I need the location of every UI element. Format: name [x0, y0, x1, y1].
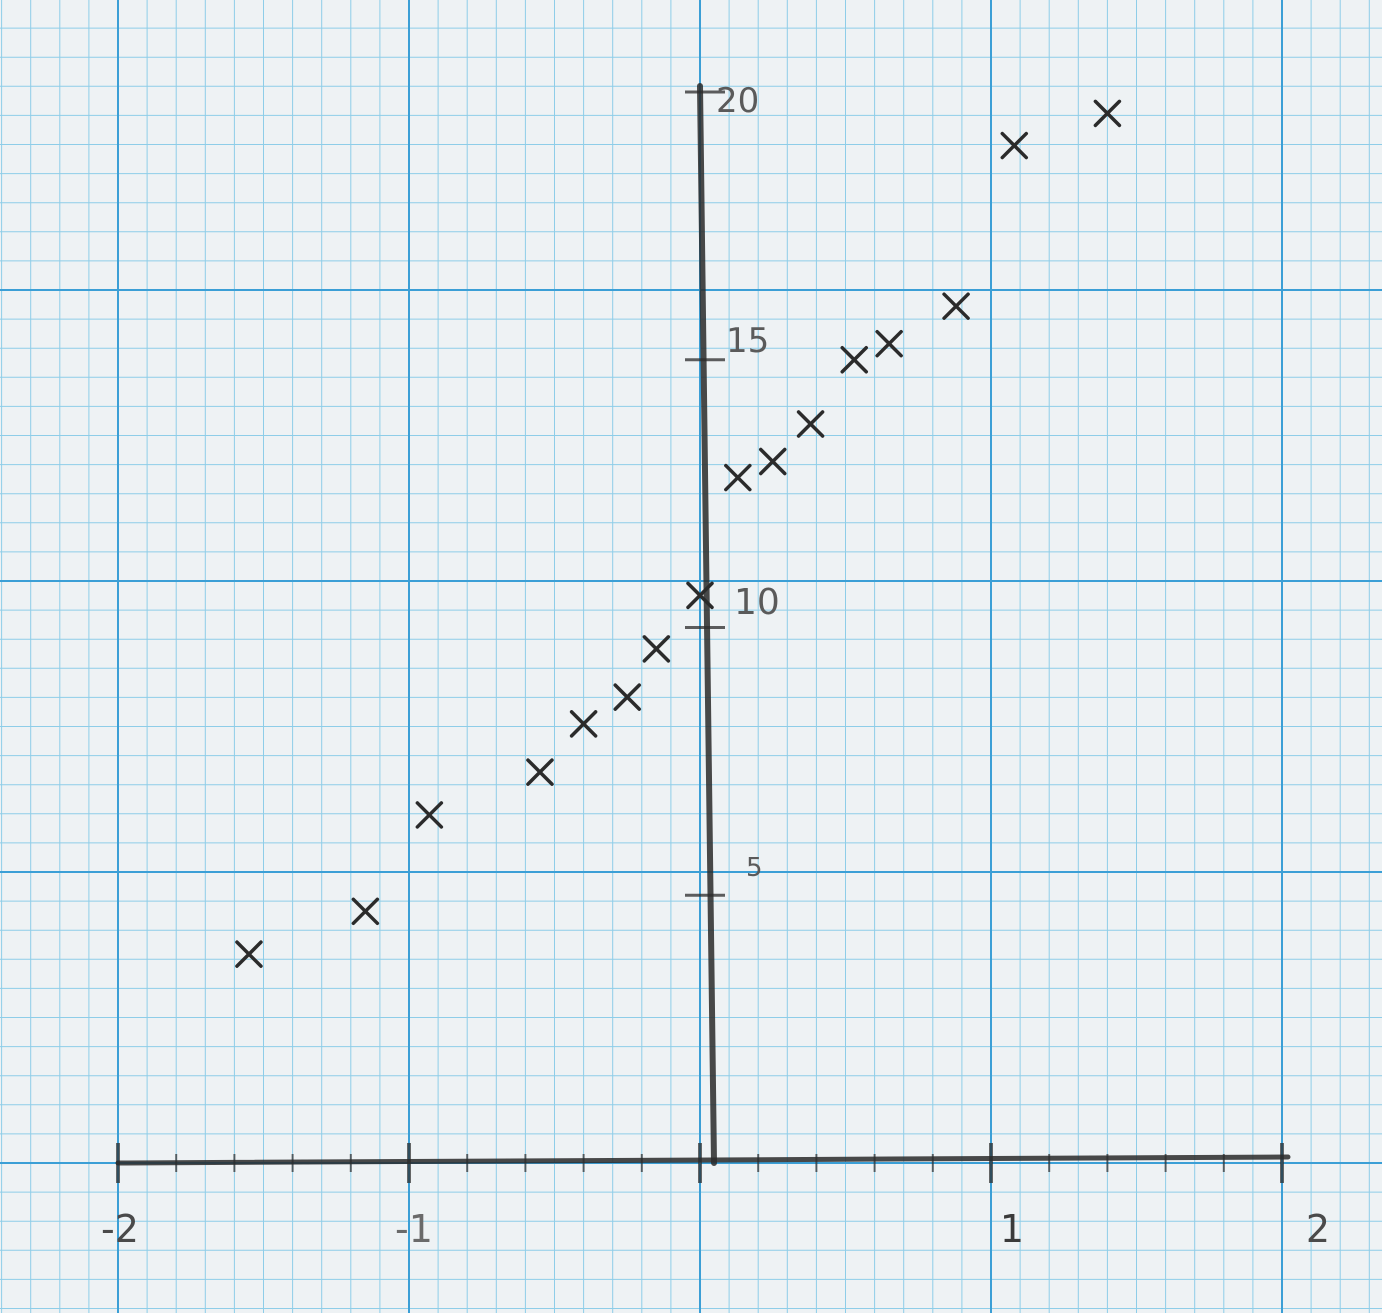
data-point: [351, 897, 380, 926]
data-point: [569, 710, 598, 738]
data-point: [235, 940, 263, 968]
y-tick-label: 5: [746, 853, 763, 883]
y-tick-labels: 5 10 15 20: [716, 81, 780, 883]
data-point-stroke: [1000, 131, 1029, 160]
data-point: [942, 292, 970, 320]
data-point-stroke: [1093, 99, 1122, 128]
data-point-stroke: [875, 329, 903, 358]
data-point: [840, 346, 868, 374]
data-point-stroke: [724, 463, 752, 492]
data-point-stroke: [351, 897, 380, 926]
y-tick-label: 15: [726, 321, 769, 361]
data-point-stroke: [526, 758, 554, 786]
data-point: [724, 463, 752, 492]
data-point: [526, 758, 554, 786]
data-point-stroke: [840, 346, 868, 374]
y-tick-label: 20: [716, 81, 759, 121]
data-point: [642, 635, 671, 663]
data-point-stroke: [686, 581, 714, 610]
data-points: [235, 99, 1122, 968]
data-point: [875, 329, 903, 358]
x-tick-label: -1: [395, 1207, 433, 1251]
data-point-stroke: [759, 447, 787, 476]
data-point-stroke: [642, 635, 671, 663]
data-point: [686, 581, 714, 610]
data-point-stroke: [613, 683, 641, 711]
data-point-stroke: [235, 940, 263, 968]
data-point: [415, 801, 444, 829]
data-point-stroke: [796, 410, 825, 438]
x-tick-labels: -2 -1 1 2: [101, 1207, 1330, 1251]
y-axis-line: [697, 83, 717, 1166]
data-point-stroke: [569, 710, 598, 738]
data-point: [1093, 99, 1122, 128]
x-axis-line: [115, 1154, 1291, 1166]
data-point: [759, 447, 787, 476]
data-point-stroke: [415, 801, 444, 829]
data-point: [796, 410, 825, 438]
data-point-stroke: [942, 292, 970, 320]
data-point: [613, 683, 641, 711]
axis-ticks: [116, 90, 1284, 1183]
x-tick-label: 1: [1000, 1207, 1024, 1251]
x-tick-label: -2: [101, 1207, 139, 1251]
axes: [115, 83, 1291, 1166]
y-tick-label: 10: [734, 582, 780, 623]
x-tick-label: 2: [1306, 1207, 1330, 1251]
data-point: [1000, 131, 1029, 160]
